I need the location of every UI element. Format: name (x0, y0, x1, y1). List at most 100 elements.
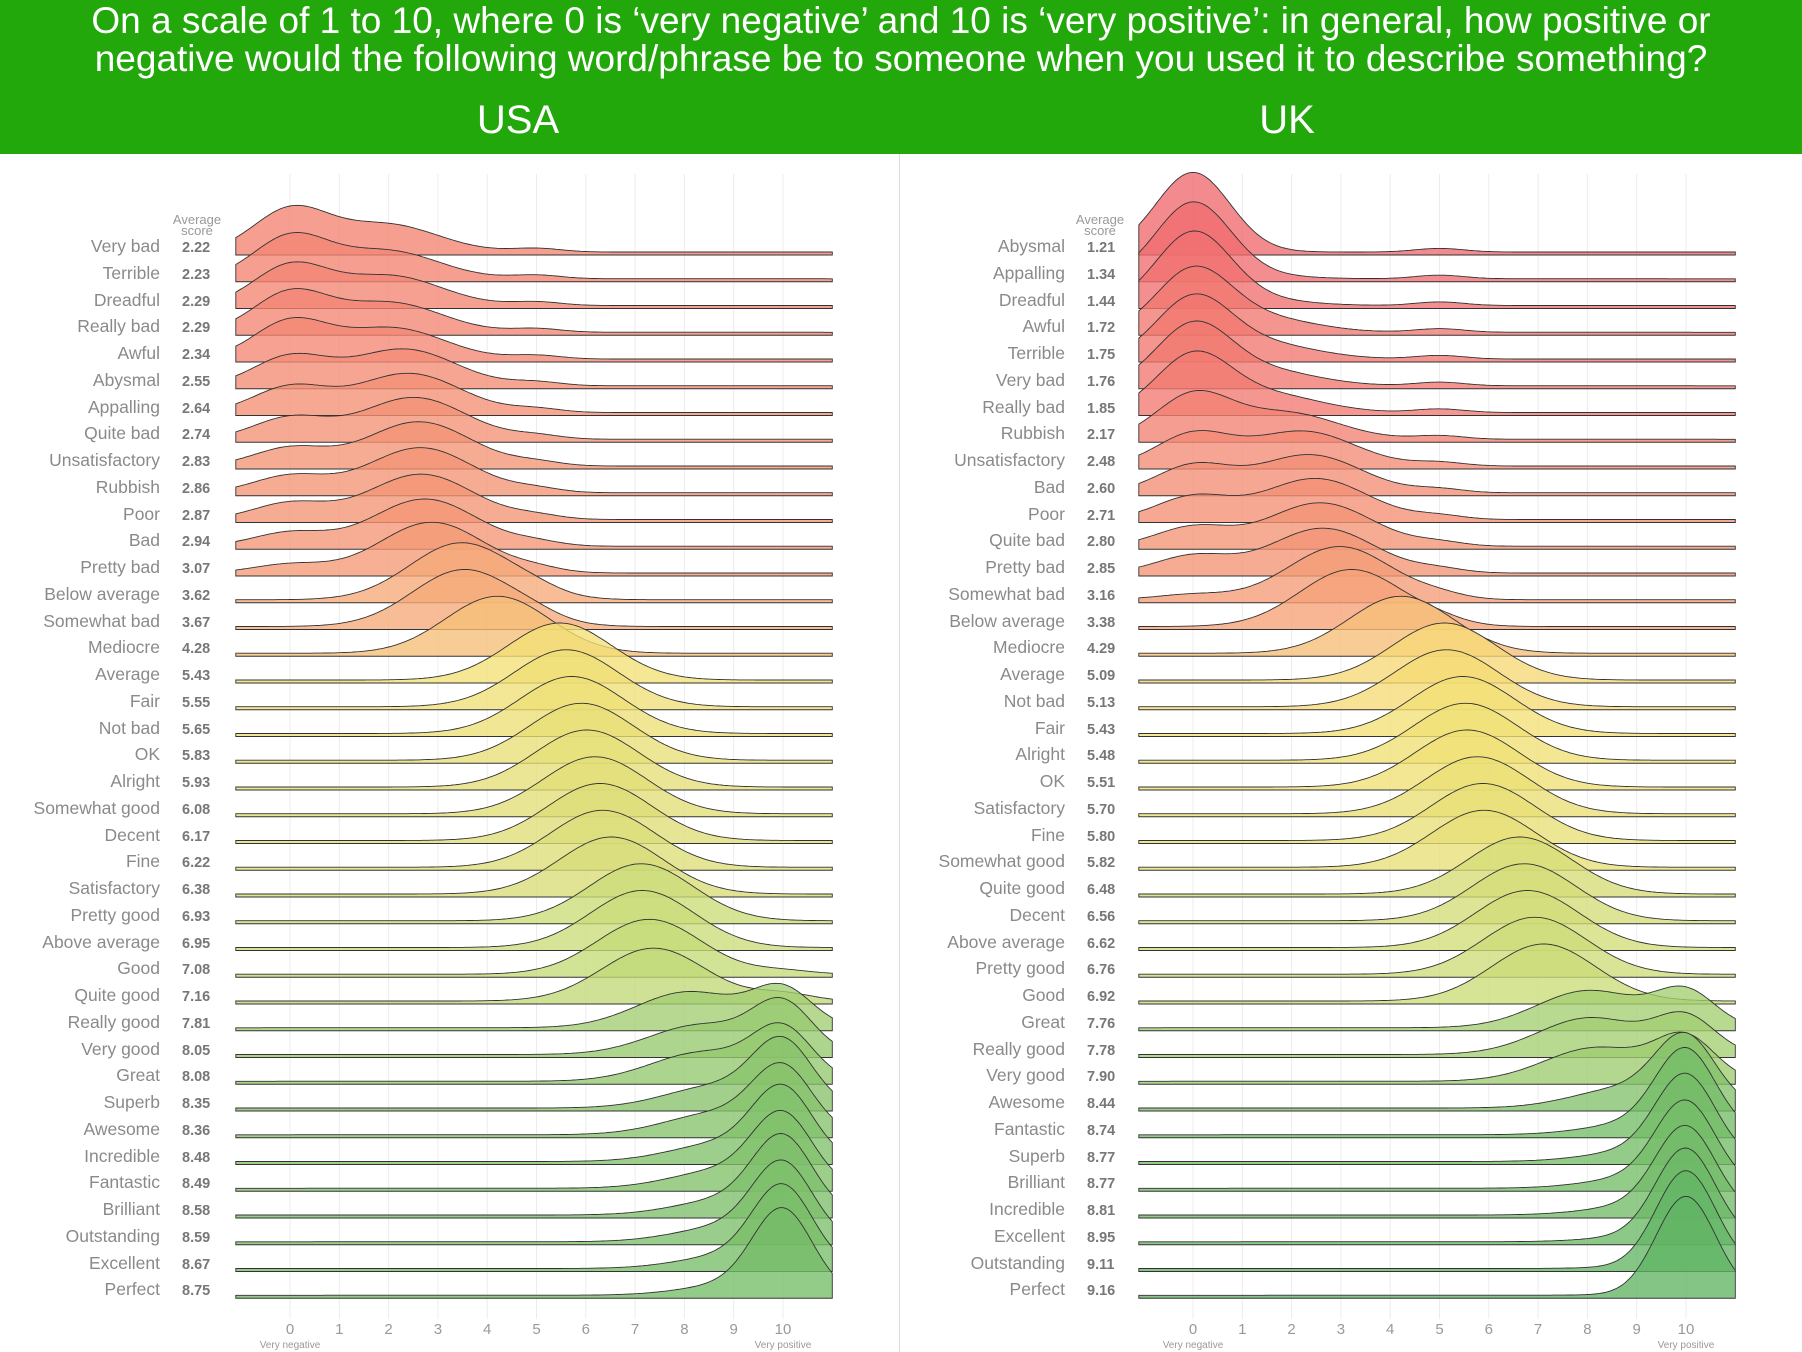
term-label: Appalling (88, 396, 160, 417)
x-tick-label: 6 (582, 1321, 590, 1338)
average-score: 1.72 (1087, 320, 1116, 337)
x-tick-label: 2 (1287, 1321, 1295, 1338)
average-score: 2.85 (1087, 561, 1116, 577)
term-label: Unsatisfactory (954, 450, 1065, 470)
average-score: 5.83 (182, 748, 211, 765)
x-tick-label: 4 (1386, 1321, 1394, 1338)
term-label: Brilliant (102, 1199, 160, 1219)
term-label: Dreadful (998, 289, 1065, 310)
term-label: Really good (67, 1011, 160, 1032)
average-score: 2.23 (182, 266, 211, 283)
average-score: 2.87 (182, 507, 211, 524)
average-score: 5.51 (1087, 775, 1116, 791)
average-score: 1.44 (1087, 293, 1116, 310)
average-score: 2.29 (182, 320, 211, 337)
x-tick-label: 10 (775, 1321, 792, 1338)
term-label: Somewhat good (938, 851, 1065, 872)
average-score: 6.17 (182, 828, 211, 845)
ridge-pretty-bad (1138, 527, 1736, 577)
average-score: 8.77 (1087, 1149, 1116, 1166)
ridge-somewhat-good (235, 756, 833, 818)
average-score: 7.78 (1087, 1042, 1116, 1059)
term-label: Awesome (83, 1118, 160, 1139)
average-score: 6.56 (1087, 908, 1116, 925)
ridge-mediocre (235, 595, 833, 657)
term-label: Brilliant (1007, 1172, 1065, 1193)
average-score: 8.08 (182, 1069, 211, 1086)
term-label: Poor (123, 503, 160, 524)
average-score: 7.90 (1087, 1069, 1116, 1086)
title-line-2: negative would the following word/phrase… (94, 38, 1708, 79)
term-label: Fine (1030, 824, 1065, 845)
term-label: Awful (1022, 316, 1065, 337)
average-score: 7.76 (1087, 1015, 1116, 1032)
average-score: 8.77 (1087, 1176, 1116, 1193)
average-score: 4.29 (1087, 641, 1116, 658)
x-tick-label: 9 (730, 1321, 738, 1338)
average-score: 5.09 (1087, 668, 1116, 684)
term-label: Quite bad (989, 530, 1065, 551)
average-score: 3.62 (182, 587, 211, 604)
average-score: 5.82 (1087, 855, 1116, 872)
average-score: 3.38 (1087, 614, 1116, 631)
ridge-quite-good (1138, 836, 1736, 898)
term-label: Really good (972, 1038, 1065, 1059)
ridge-really-good (1138, 1011, 1736, 1058)
term-label: Very good (81, 1038, 160, 1059)
term-label: Incredible (989, 1199, 1065, 1219)
ridge-not-bad (1138, 649, 1736, 711)
x-tick-label: 8 (680, 1321, 688, 1338)
ridge-awful (235, 317, 833, 363)
uk-heading: UK (1259, 98, 1315, 142)
term-label: Terrible (102, 262, 160, 283)
average-score: 6.92 (1087, 989, 1116, 1005)
ridge-ok (1138, 729, 1736, 791)
term-label: Above average (42, 931, 160, 952)
term-label: Good (117, 958, 160, 979)
average-score: 6.48 (1087, 882, 1116, 898)
average-score: 5.70 (1087, 801, 1116, 818)
x-max-label: Very positive (755, 1340, 812, 1351)
ridge-fine (1138, 783, 1736, 844)
x-tick-label: 0 (1189, 1321, 1197, 1338)
term-label: Perfect (1009, 1279, 1065, 1300)
average-score: 2.83 (182, 454, 211, 470)
term-label: Excellent (993, 1225, 1065, 1246)
average-score: 1.21 (1087, 240, 1116, 256)
term-label: Bad (128, 530, 160, 551)
term-label: Quite good (74, 985, 160, 1005)
ridge-pretty-bad (235, 521, 833, 577)
term-label: Fine (125, 851, 160, 872)
term-label: Bad (1033, 476, 1065, 497)
term-label: Rubbish (1000, 423, 1065, 444)
ridge-satisfactory (1138, 756, 1736, 818)
term-label: Terrible (1007, 343, 1065, 363)
average-score: 9.16 (1087, 1283, 1116, 1300)
term-label: Above average (947, 931, 1065, 952)
ridge-bad (235, 498, 833, 550)
ridge-alright (235, 729, 833, 791)
panel-divider (899, 154, 900, 1352)
x-min-label: Very negative (1163, 1340, 1224, 1351)
average-score: 2.34 (182, 347, 211, 363)
title-line-1: On a scale of 1 to 10, where 0 is ‘very … (91, 0, 1711, 41)
x-tick-label: 9 (1633, 1321, 1641, 1338)
term-label: Superb (1008, 1145, 1065, 1166)
average-score: 6.76 (1087, 962, 1116, 979)
term-label: Quite bad (84, 423, 160, 444)
term-label: Awesome (988, 1092, 1065, 1112)
ridge-really-bad (235, 288, 833, 336)
ridge-fine (235, 809, 833, 871)
term-label: OK (1039, 771, 1065, 791)
average-score: 2.22 (182, 240, 211, 256)
average-score: 2.55 (182, 373, 211, 390)
ridge-fair (1138, 676, 1736, 737)
ridge-below-average (235, 542, 833, 604)
term-label: Great (116, 1065, 160, 1086)
x-tick-label: 3 (434, 1321, 442, 1338)
x-tick-label: 3 (1337, 1321, 1345, 1338)
ridge-really-good (235, 982, 833, 1032)
term-label: Quite good (979, 878, 1065, 898)
ridge-somewhat-bad (235, 569, 833, 630)
ridge-awful (1138, 265, 1736, 336)
